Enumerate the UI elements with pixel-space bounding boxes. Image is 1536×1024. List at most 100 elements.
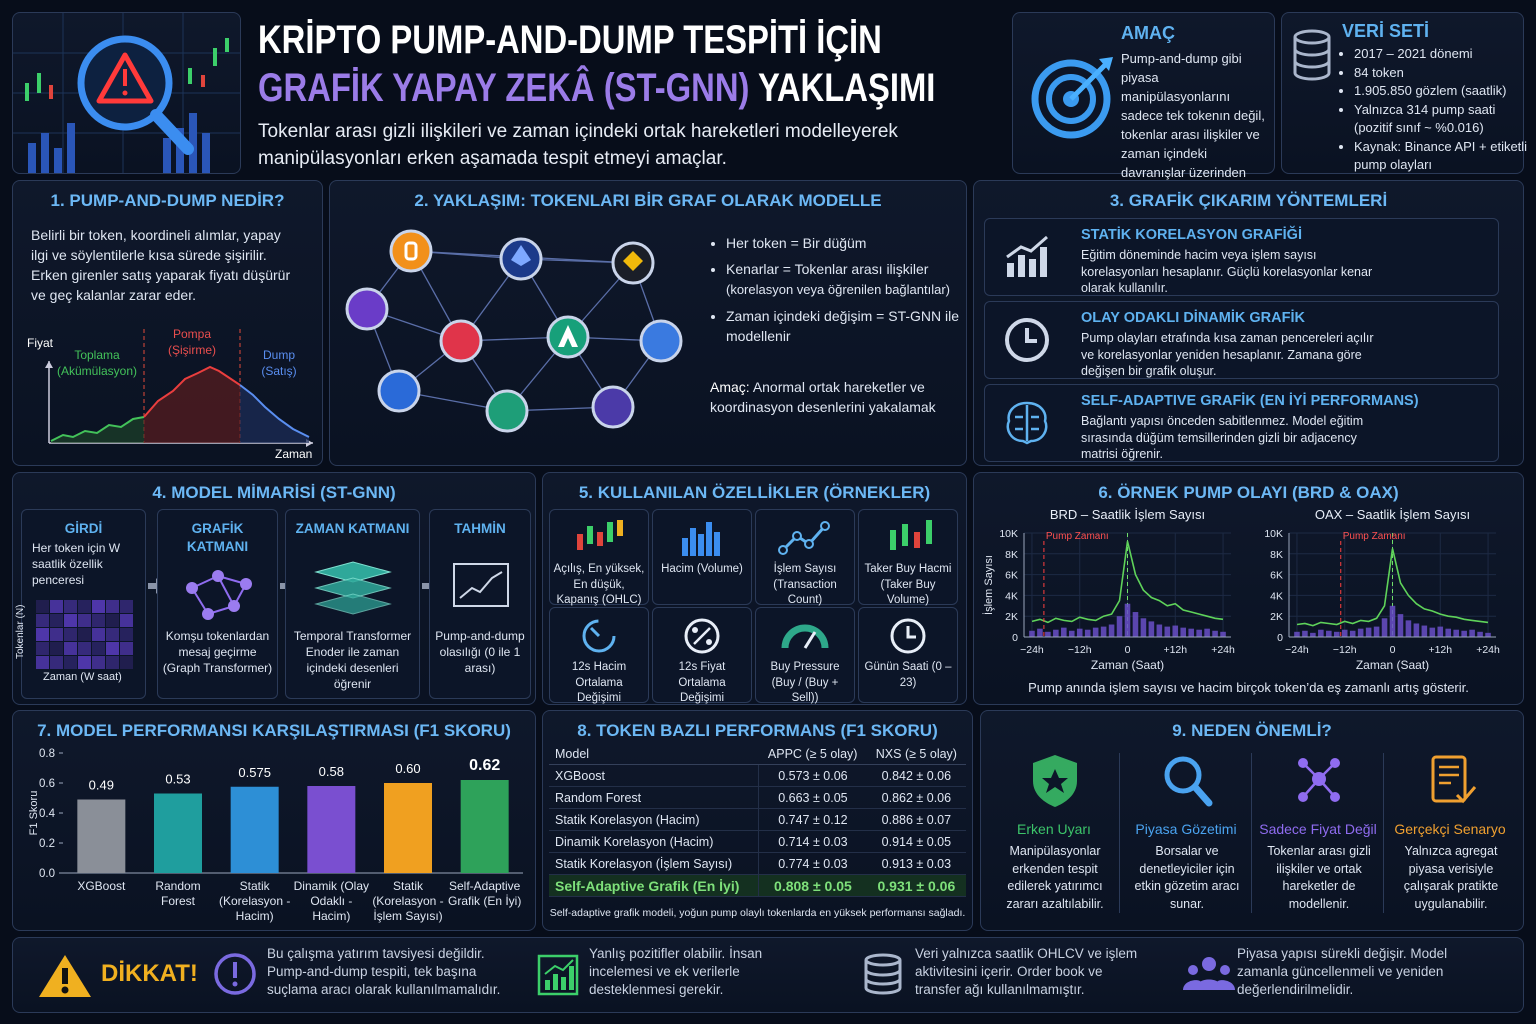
chart-title: BRD – Saatlik İşlem Sayısı [1050, 507, 1205, 522]
reason-text: Borsalar ve denetleyiciler için etkin gö… [1134, 844, 1240, 911]
bar [77, 799, 126, 873]
y-axis-label: İşlem Sayısı [982, 555, 995, 615]
volume-bar [1053, 629, 1059, 637]
x-tick-label: −24h [1285, 644, 1309, 656]
section-3: 3. GRAFİK ÇIKARIM YÖNTEMLERİ STATİK KORE… [973, 180, 1524, 466]
volume-bar [1397, 614, 1404, 637]
heatmap-cell [106, 656, 119, 669]
reason-icon [1431, 755, 1477, 804]
reason-icon [1164, 756, 1213, 807]
divider [1251, 753, 1252, 913]
volume-bar [1204, 628, 1210, 637]
dataset-panel: VERİ SETİ 2017 – 2021 dönemi84 token1.90… [1281, 12, 1527, 174]
y-tick-label: 0.6 [39, 778, 55, 790]
goal-text: Anormal ortak hareketler ve koordinasyon… [710, 379, 936, 415]
note-text: Bu çalışma yatırım tavsiyesi değildir. P… [267, 946, 501, 997]
x-tick-label: Dinamik (Olay Odaklı - Hacim) [293, 879, 369, 923]
table-header: NXS (≥ 5 olay) [866, 743, 966, 765]
step-card: TAHMİN Pump-and-dump olasılığı (0 ile 1 a… [429, 509, 531, 699]
dataset-item: Yalnızca 314 pump saati (pozitif sınıf ~… [1354, 101, 1536, 138]
dataset-title: VERİ SETİ [1342, 21, 1430, 41]
table-cell: 0.931 ± 0.06 [866, 874, 966, 897]
method-text: Bağlantı yapısı önceden sabitlenmez. Mod… [1081, 414, 1364, 461]
phase-label: Dump (Satış) [249, 347, 309, 379]
table-row: Dinamik Korelasyon (Hacim) 0.714 ± 0.03 0.… [549, 830, 966, 853]
heatmap-x-label: Zaman (W saat) [43, 671, 122, 683]
y-tick-label: 0.2 [39, 838, 55, 850]
table-header: Model [549, 743, 759, 765]
table-cell: Self-Adaptive Grafik (En İyi) [549, 874, 760, 897]
bar [384, 783, 432, 873]
goal: Amaç: Anormal ortak hareketler ve koordi… [710, 377, 960, 417]
table-cell: 0.663 ± 0.05 [758, 786, 867, 809]
volume-bar [1333, 631, 1340, 637]
y-tick-label: 0.8 [39, 748, 55, 760]
pump-illustration [45, 329, 313, 447]
feature-text: Açılış, En yüksek, En düşük, Kapanış (OH… [553, 563, 645, 606]
y-tick-label: 10K [999, 528, 1018, 540]
purpose-text: Pump-and-dump gibi piyasa manipülasyonla… [1121, 51, 1265, 199]
divider [1383, 753, 1384, 913]
y-tick-label: 0 [1277, 632, 1283, 644]
step-title: GRAFİK KATMANI [186, 521, 249, 554]
feature-icon [582, 619, 616, 653]
method-card: STATİK KORELASYON GRAFİĞİ Eğitim dönemind… [984, 218, 1499, 296]
hero-illustration [13, 13, 240, 173]
y-tick-label: 0.0 [39, 868, 55, 880]
bullet: Her token = Bir düğüm [726, 233, 976, 253]
step-title: GİRDİ [64, 521, 103, 536]
warning-title: DİKKAT! [101, 960, 198, 987]
reason-icon [1033, 755, 1077, 807]
feature-text: 12s Fiyat Ortalama Değişimi [678, 661, 726, 704]
section-8: 8. TOKEN BAZLI PERFORMANS (F1 SKORU) Mod… [542, 710, 973, 931]
heatmap-cell [64, 656, 77, 669]
note-text: Veri yalnızca saatlik OHLCV ve işlem akt… [915, 946, 1138, 997]
volume-bar [1132, 612, 1139, 637]
x-tick-label: −24h [1020, 644, 1044, 656]
feature-icon [684, 618, 720, 654]
volume-bar [1294, 631, 1300, 637]
heatmap-cell [64, 600, 77, 613]
bar [307, 786, 356, 873]
volume-bar [1405, 620, 1412, 637]
heatmap-cell [92, 656, 105, 669]
volume-bar [1349, 630, 1356, 637]
table-cell: 0.913 ± 0.03 [866, 852, 966, 875]
section-title: 2. YAKLAŞIM: TOKENLARI BİR GRAF OLARAK M… [414, 191, 882, 210]
step-icon [186, 570, 252, 620]
x-tick-label: Random Forest [155, 879, 201, 908]
table-cell: 0.914 ± 0.05 [866, 830, 966, 853]
title-line-1: KRİPTO PUMP-AND-DUMP TESPİTİ İÇİN [258, 18, 882, 62]
dataset-item: 84 token [1354, 64, 1536, 83]
note-icon [537, 954, 579, 996]
volume-bar [1365, 627, 1372, 637]
volume-bar [1453, 629, 1459, 637]
feature-text: Taker Buy Hacmi (Taker Buy Volume) [864, 563, 952, 606]
feature-cell: 12s Hacim Ortalama Değişimi [549, 607, 649, 704]
value-label: 0.60 [395, 761, 420, 776]
reason-text: Yalnızca agregat piyasa verisiyle çalışa… [1403, 844, 1499, 911]
volume-bar [1196, 629, 1202, 637]
volume-bar [1172, 625, 1179, 637]
table-cell: Statik Korelasyon (Hacim) [549, 808, 760, 831]
feature-text: Buy Pressure (Buy / (Buy + Sell)) [770, 661, 840, 704]
title: KRİPTO PUMP-AND-DUMP TESPİTİ İÇİN GRAFİK… [258, 16, 1018, 116]
volume-bar [1045, 631, 1051, 637]
heatmap-cell [120, 600, 133, 613]
feature-cell: Buy Pressure (Buy / (Buy + Sell)) [755, 607, 855, 704]
step-card: GİRDİ Her token için W saatlik özellik pe… [21, 509, 146, 699]
table-row: XGBoost 0.573 ± 0.06 0.842 ± 0.06 [549, 764, 966, 787]
bullet: Zaman içindeki değişim = ST-GNN ile mode… [726, 306, 976, 346]
heatmap-cell [92, 600, 105, 613]
dataset-item: 1.905.850 gözlem (saatlik) [1354, 82, 1536, 101]
x-tick-label: Statik (Korelasyon - İşlem Sayısı) [372, 879, 444, 923]
heatmap-cell [50, 656, 63, 669]
reason-title: Piyasa Gözetimi [1135, 821, 1237, 837]
x-tick-label: Statik (Korelasyon - Hacim) [218, 879, 291, 923]
x-tick-label: XGBoost [77, 879, 126, 893]
volume-bar [1100, 626, 1107, 637]
chart-title: OAX – Saatlik İşlem Sayısı [1315, 507, 1470, 522]
note-text: Yanlış pozitifler olabilir. İnsan incele… [589, 946, 763, 997]
hero-icon [12, 12, 241, 174]
volume-bar [1220, 631, 1226, 637]
